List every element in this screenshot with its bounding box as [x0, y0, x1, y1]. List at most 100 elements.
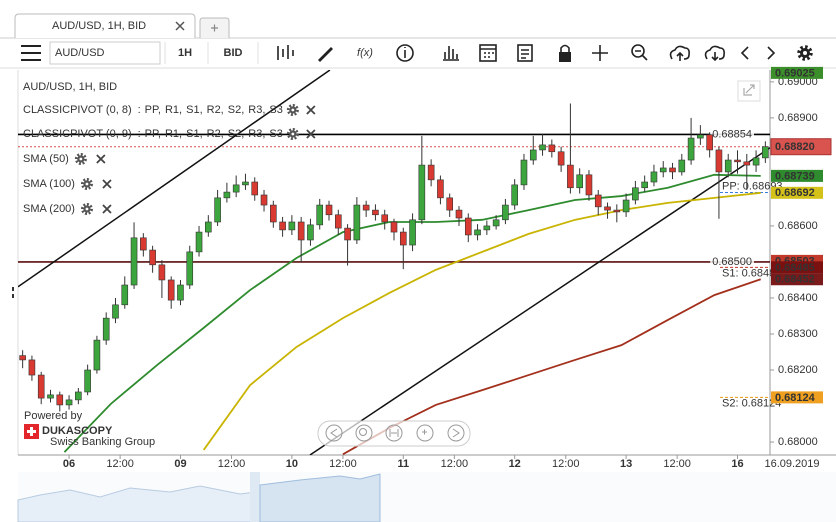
pivot-study-name[interactable]: CLASSICPIVOT (0, 9)	[23, 128, 132, 140]
date-label: 16.09.2019	[764, 458, 819, 470]
tab[interactable]	[14, 13, 196, 38]
candle-body	[474, 229, 481, 236]
candle-body	[158, 264, 166, 281]
candle-body	[687, 137, 695, 161]
y-tick-label: 0.68600	[778, 220, 818, 232]
remove-icon[interactable]	[96, 154, 106, 164]
candle-body	[669, 167, 676, 173]
draw-button[interactable]	[318, 47, 333, 62]
menu-button[interactable]	[21, 45, 41, 61]
zoom-button[interactable]	[631, 44, 648, 61]
pivot-level-name: R2,	[207, 128, 224, 140]
candle-body	[75, 391, 82, 401]
calendar-button[interactable]	[479, 44, 497, 62]
candle-body	[149, 249, 156, 266]
price-tag-label: 0.68692	[775, 187, 815, 199]
indicator-name[interactable]: SMA (50)	[23, 153, 69, 165]
candle-body	[186, 251, 194, 286]
tagline: Swiss Banking Group	[50, 436, 155, 448]
candle-body	[251, 181, 259, 196]
settings-icon[interactable]	[286, 104, 299, 116]
candle-body	[520, 159, 528, 186]
settings-button[interactable]	[797, 45, 813, 61]
navigator-window[interactable]	[250, 472, 260, 522]
price-tag	[770, 138, 832, 156]
fx-button[interactable]: f(x)	[357, 47, 373, 59]
studies-button[interactable]	[443, 46, 459, 61]
settings-icon[interactable]	[80, 203, 93, 215]
candle-body	[288, 221, 296, 231]
candle-body	[260, 194, 268, 206]
next-button[interactable]	[767, 46, 776, 60]
candle-body	[585, 174, 593, 196]
level-label-bg	[710, 128, 754, 140]
pivot-level-name: S3	[269, 104, 282, 116]
x-tick-label: 16	[731, 458, 743, 470]
lock-button[interactable]	[559, 44, 571, 63]
new-tab-plus	[211, 24, 218, 32]
candle-body	[529, 149, 537, 161]
nav-zoom-out[interactable]	[355, 424, 373, 442]
period-button[interactable]: 1H	[178, 47, 192, 59]
candle-body	[390, 221, 398, 233]
candle-body	[316, 204, 324, 226]
expand-button[interactable]	[737, 80, 761, 102]
settings-icon-hole	[291, 108, 295, 112]
nav-fit[interactable]	[385, 424, 403, 442]
candle-body	[752, 157, 760, 166]
crosshair-button[interactable]	[592, 45, 608, 61]
remove-icon[interactable]	[306, 105, 316, 115]
candle-body	[177, 284, 184, 301]
y-tick-label: 0.68900	[778, 112, 818, 124]
settings-icon[interactable]	[74, 153, 87, 165]
trendline	[309, 147, 770, 455]
candle-body	[242, 181, 249, 186]
remove-icon[interactable]	[102, 179, 112, 189]
remove-icon[interactable]	[102, 204, 112, 214]
candle-body	[334, 214, 342, 229]
settings-icon[interactable]	[286, 128, 299, 140]
candle-body	[724, 159, 732, 173]
price-tag	[771, 391, 823, 404]
candle-body	[37, 374, 45, 399]
trendline	[18, 70, 331, 288]
x-tick-label: 12:00	[441, 458, 469, 470]
info-button[interactable]	[396, 44, 414, 62]
candle-body	[464, 217, 472, 236]
candle-body	[641, 181, 648, 189]
nav-forward[interactable]	[447, 424, 465, 442]
settings-icon[interactable]	[80, 178, 93, 190]
symbol-input[interactable]	[49, 41, 161, 65]
pivot-level-name: PP,	[145, 104, 161, 116]
level-label-bg	[710, 255, 754, 267]
remove-icon[interactable]	[306, 129, 316, 139]
side-button[interactable]: BID	[224, 47, 243, 59]
candle-body	[567, 164, 574, 189]
candle-body	[307, 224, 314, 241]
candle-body	[372, 209, 379, 216]
candle-body	[548, 144, 556, 153]
pivot-level-name: S2,	[228, 128, 245, 140]
report-button[interactable]	[517, 44, 533, 62]
y-tick-label: 0.68200	[778, 364, 818, 376]
x-tick-label: 12:00	[218, 458, 246, 470]
download-button[interactable]	[704, 45, 725, 62]
candle-body	[381, 214, 389, 223]
nav-back[interactable]	[325, 424, 343, 442]
candle-body	[446, 197, 454, 211]
candle-body	[678, 159, 686, 173]
indicator-name[interactable]: SMA (100)	[23, 178, 75, 190]
candle-body	[130, 237, 138, 286]
candle-body	[427, 164, 435, 181]
chart-type-button[interactable]	[277, 45, 294, 60]
nav-zoom-in[interactable]	[416, 424, 434, 442]
pivot-label: PP: 0.68693	[722, 180, 783, 192]
candle-body	[594, 194, 602, 208]
price-tag	[771, 261, 823, 274]
prev-button[interactable]	[740, 46, 749, 60]
pivot-study-name[interactable]: CLASSICPIVOT (0, 8)	[23, 104, 132, 116]
candle-body	[93, 339, 101, 371]
tab-close[interactable]	[175, 21, 185, 31]
upload-button[interactable]	[669, 45, 690, 61]
indicator-name[interactable]: SMA (200)	[23, 203, 75, 215]
